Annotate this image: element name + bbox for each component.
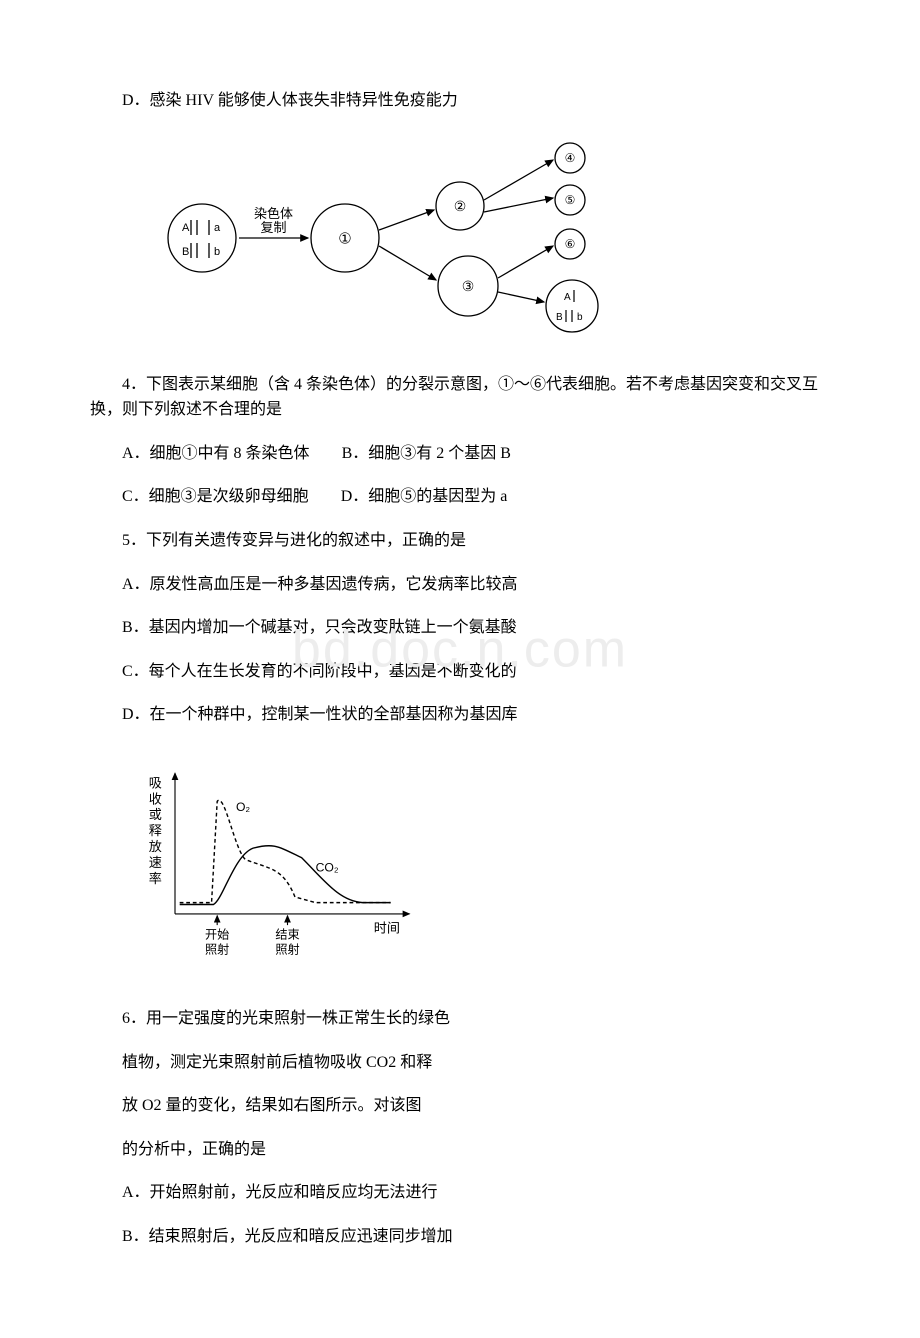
svg-text:释: 释 [149,823,162,838]
respiration-chart: 吸收或释放速率时间开始照射结束照射O₂CO₂ [130,752,830,982]
q4-option-c: C．细胞③是次级卵母细胞 [122,488,309,505]
q5-option-b: B．基因内增加一个碱基对，只会改变肽链上一个氨基酸 [90,615,830,641]
svg-text:时间: 时间 [374,921,400,936]
svg-text:①: ① [338,230,351,247]
svg-text:复制: 复制 [260,220,286,235]
q4-stem: 4．下图表示某细胞（含 4 条染色体）的分裂示意图，①～⑥代表细胞。若不考虑基因… [90,372,830,423]
q6-stem-3: 放 O2 量的变化，结果如右图所示。对该图 [90,1093,830,1119]
svg-text:或: 或 [149,807,162,822]
svg-text:B: B [556,312,563,323]
svg-text:②: ② [454,197,467,213]
svg-text:O₂: O₂ [236,800,250,814]
svg-text:⑤: ⑤ [565,193,576,207]
q4-option-d: D．细胞⑤的基因型为 a [341,488,508,505]
svg-text:a: a [214,222,221,234]
svg-text:率: 率 [149,870,162,886]
svg-text:速: 速 [149,855,162,870]
q3-option-d: D．感染 HIV 能够使人体丧失非特异性免疫能力 [90,88,830,114]
q4-options-ab: A．细胞①中有 8 条染色体 B．细胞③有 2 个基因 B [90,441,830,467]
q6-option-b: B．结束照射后，光反应和暗反应迅速同步增加 [90,1224,830,1250]
svg-text:B: B [182,246,189,258]
meiosis-diagram: AaBb染色体复制①②③④⑤⑥ABb [130,138,830,348]
svg-text:③: ③ [462,277,475,293]
svg-text:照射: 照射 [205,941,229,956]
q6-stem-2: 植物，测定光束照射前后植物吸收 CO2 和释 [90,1050,830,1076]
svg-text:⑥: ⑥ [565,237,576,251]
svg-text:结束: 结束 [275,927,299,941]
svg-text:收: 收 [149,791,162,806]
svg-text:A: A [564,292,571,303]
svg-text:照射: 照射 [275,941,299,956]
svg-text:CO₂: CO₂ [316,861,339,875]
q4-option-a: A．细胞①中有 8 条染色体 [122,445,310,462]
q5-stem: 5．下列有关遗传变异与进化的叙述中，正确的是 [90,528,830,554]
q5-option-d: D．在一个种群中，控制某一性状的全部基因称为基因库 [90,702,830,728]
q4-options-cd: C．细胞③是次级卵母细胞 D．细胞⑤的基因型为 a [90,484,830,510]
svg-text:b: b [214,246,220,258]
svg-text:放: 放 [149,839,162,854]
svg-text:b: b [577,312,583,323]
q5-option-c: C．每个人在生长发育的不同阶段中，基因是不断变化的 [90,659,830,685]
svg-text:④: ④ [565,151,576,165]
q6-option-a: A．开始照射前，光反应和暗反应均无法进行 [90,1180,830,1206]
q6-stem-1: 6．用一定强度的光束照射一株正常生长的绿色 [90,1006,830,1032]
svg-text:A: A [182,222,190,234]
q4-option-b: B．细胞③有 2 个基因 B [342,445,511,462]
svg-text:染色体: 染色体 [254,206,293,221]
svg-text:吸: 吸 [149,775,162,790]
q6-stem-4: 的分析中，正确的是 [90,1137,830,1163]
svg-text:开始: 开始 [205,927,229,941]
q5-option-a: A．原发性高血压是一种多基因遗传病，它发病率比较高 [90,572,830,598]
